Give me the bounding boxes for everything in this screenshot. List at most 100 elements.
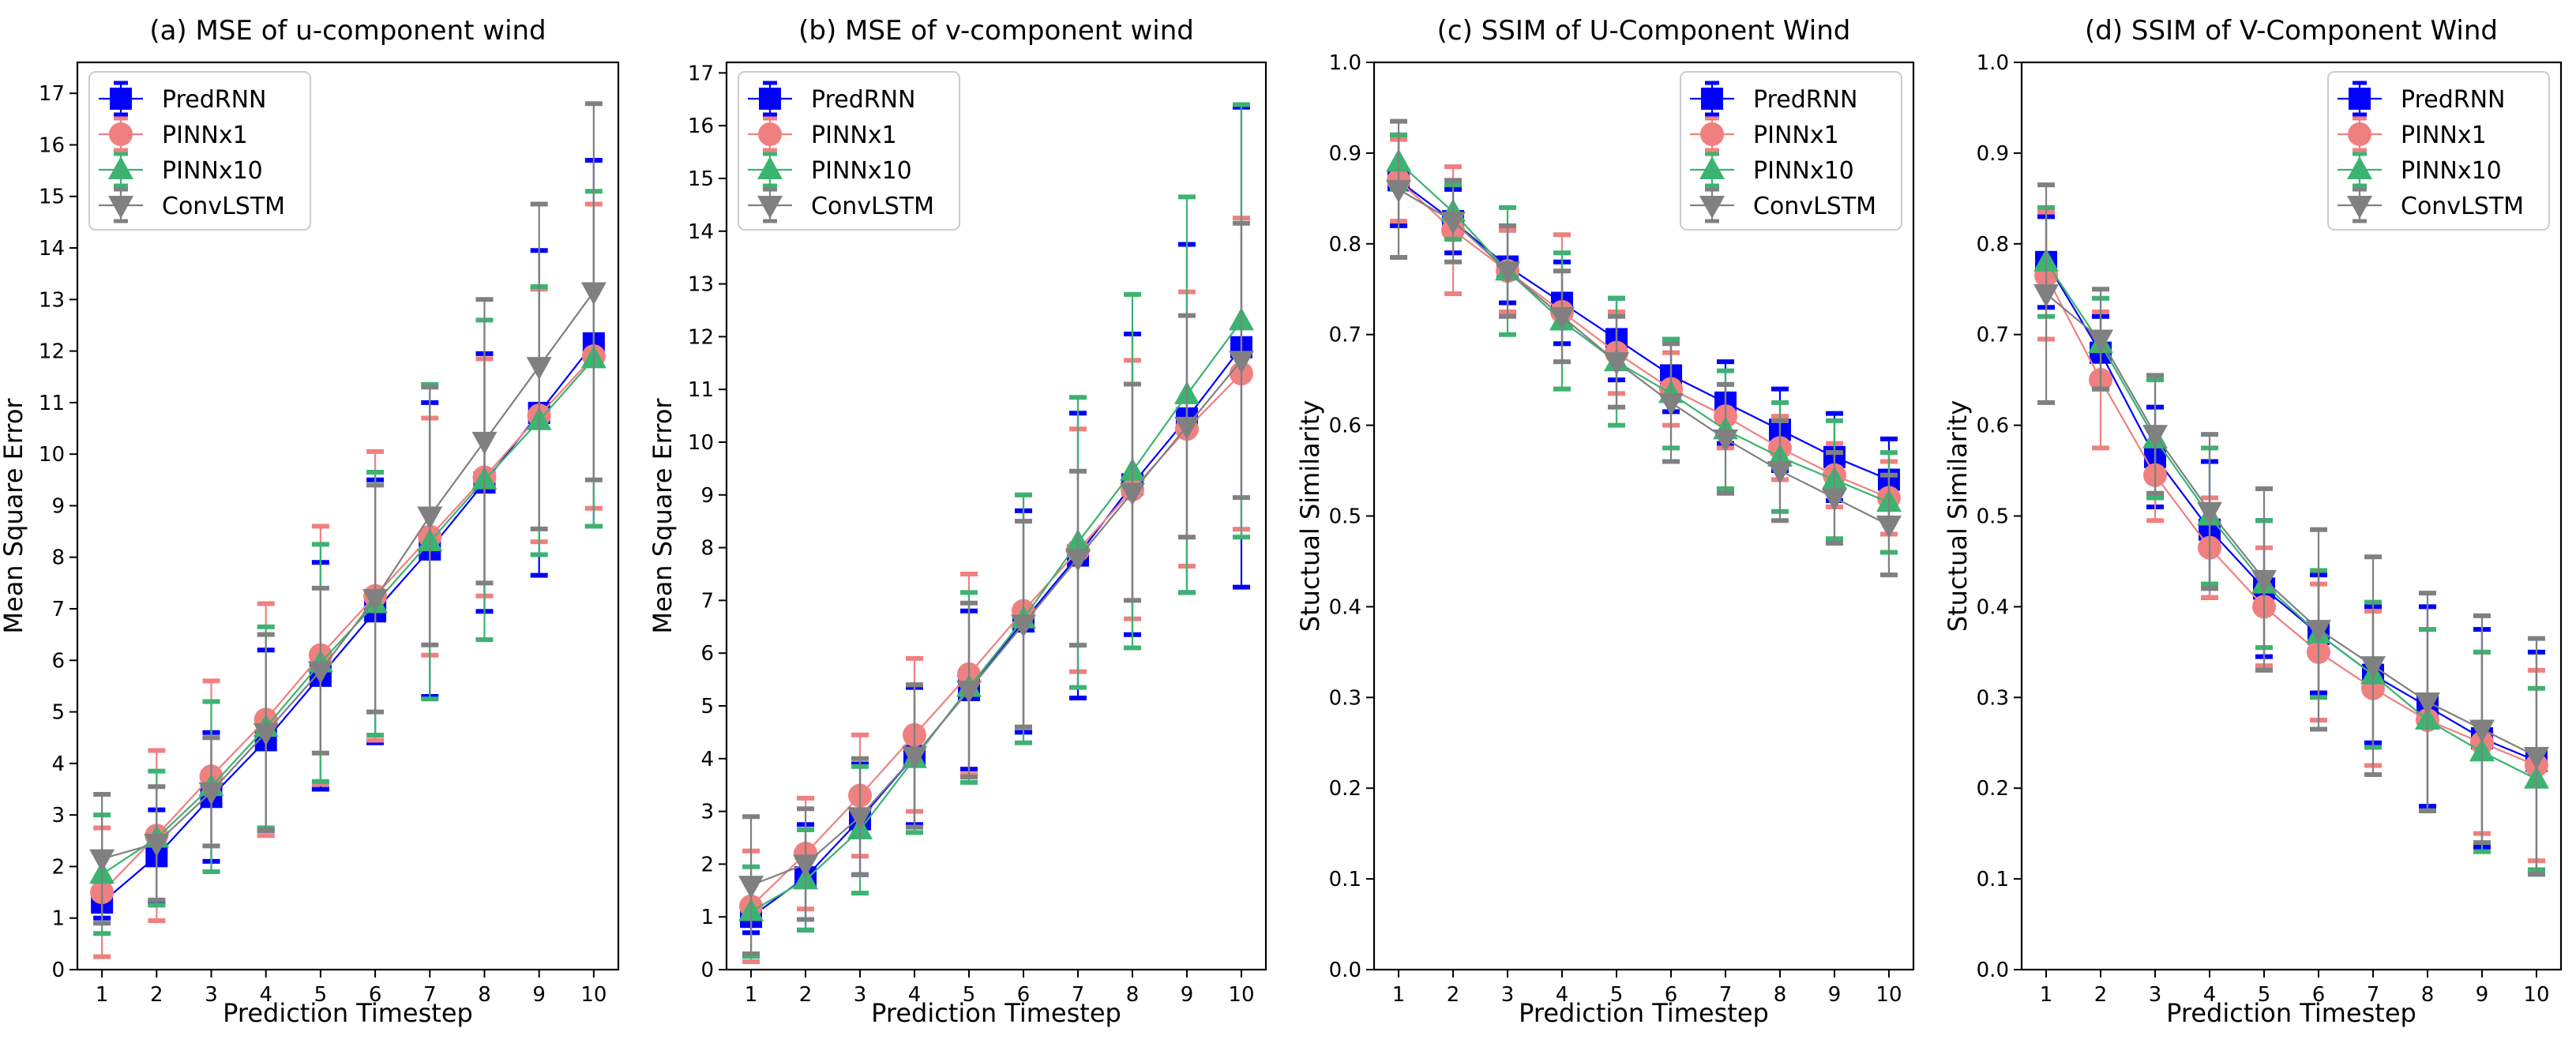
y-tick-label: 12 <box>688 325 714 349</box>
y-tick-label: 17 <box>39 82 65 106</box>
legend-label: ConvLSTM <box>1753 193 1876 220</box>
data-point <box>1658 392 1684 416</box>
y-tick-label: 2 <box>51 855 65 879</box>
series-line <box>2045 275 2537 767</box>
x-tick-label: 9 <box>2476 983 2489 1007</box>
x-tick-label: 3 <box>1501 983 1515 1007</box>
y-tick-label: 4 <box>700 748 714 771</box>
y-tick-label: 0.7 <box>1329 324 1361 347</box>
legend-label: PredRNN <box>811 86 915 114</box>
y-tick-label: 1.0 <box>1977 51 2009 75</box>
x-tick-label: 8 <box>1126 983 1140 1007</box>
data-point <box>738 876 764 899</box>
data-point <box>1065 548 1091 572</box>
data-point <box>1119 482 1145 506</box>
x-tick-label: 2 <box>150 983 163 1007</box>
legend-marker <box>108 196 133 219</box>
y-tick-label: 0.8 <box>1977 233 2009 257</box>
legend-label: ConvLSTM <box>2401 193 2524 220</box>
x-tick-label: 8 <box>478 983 491 1007</box>
y-tick-label: 0.2 <box>1329 777 1361 801</box>
legend: PredRNN PINNx1 PINNx10 ConvLSTM <box>2327 71 2550 231</box>
data-point <box>2523 746 2549 770</box>
data-point <box>2305 620 2331 644</box>
legend-marker <box>758 122 782 146</box>
data-point <box>526 357 552 381</box>
y-tick-label: 7 <box>700 589 714 613</box>
chart-title: (c) SSIM of U-Component Wind <box>1437 15 1851 47</box>
y-tick-label: 0 <box>700 959 714 982</box>
chart-panel-4: (d) SSIM of V-Component Wind 0.0 0.1 0.2 0.3… <box>1943 15 2563 1028</box>
y-tick-label: 6 <box>51 649 65 673</box>
series-line <box>101 355 595 893</box>
chart-panel-2: (b) MSE of v-component wind0123456789101… <box>648 15 1267 1028</box>
y-tick-label: 0.2 <box>1977 777 2009 801</box>
y-tick-label: 0.6 <box>1329 415 1361 438</box>
x-tick-label: 9 <box>1828 983 1842 1007</box>
x-tick-label: 9 <box>532 983 546 1007</box>
y-tick-label: 11 <box>39 392 65 415</box>
y-tick-label: 16 <box>688 114 714 138</box>
x-tick-label: 3 <box>205 983 218 1007</box>
series-line <box>2045 261 2537 762</box>
series-pinnx1 <box>739 216 1253 964</box>
legend-marker <box>1701 88 1723 110</box>
series-line <box>2045 293 2537 757</box>
data-point <box>1821 488 1847 512</box>
y-tick-label: 0.3 <box>1329 686 1361 710</box>
data-point <box>793 854 819 878</box>
y-tick-label: 13 <box>39 288 65 312</box>
series-pinnx1 <box>2034 209 2548 864</box>
x-tick-label: 1 <box>745 983 758 1007</box>
data-point <box>1767 461 1793 485</box>
series-predrnn <box>740 104 1252 936</box>
x-tick-label: 6 <box>369 983 382 1007</box>
y-tick-label: 0.4 <box>1329 595 1361 619</box>
series-convlstm <box>738 220 1254 956</box>
x-tick-label: 10 <box>1876 983 1902 1007</box>
chart-panel-1: (a) MSE of u-component wind0123456789101… <box>0 15 620 1028</box>
data-point <box>1010 614 1036 638</box>
legend-label: PINNx1 <box>2401 122 2487 149</box>
series-line <box>750 373 1242 907</box>
y-tick-label: 15 <box>688 167 714 191</box>
y-tick-label: 0.0 <box>1977 959 2009 982</box>
x-tick-label: 5 <box>314 983 328 1007</box>
x-tick-label: 6 <box>2312 983 2326 1007</box>
data-point <box>1549 306 1575 330</box>
chart-panel-3: (c) SSIM of U-Component Wind 0.0 0.1 0.2 0.3… <box>1295 15 1915 1028</box>
y-tick-label: 7 <box>51 598 65 621</box>
data-point <box>362 588 389 612</box>
series-pinnx10 <box>2033 205 2549 872</box>
y-axis-label: Mean Square Error <box>0 398 28 634</box>
legend-marker <box>2347 196 2372 219</box>
data-point <box>2142 425 2169 448</box>
data-point <box>1604 352 1630 376</box>
chart-title: (b) MSE of v-component wind <box>798 15 1194 47</box>
legend-label: PredRNN <box>1753 86 1857 114</box>
legend-marker <box>109 122 133 146</box>
data-point <box>2033 283 2060 307</box>
x-tick-label: 8 <box>2421 983 2435 1007</box>
y-tick-label: 4 <box>51 752 65 776</box>
legend: PredRNN PINNx1 PINNx10 ConvLSTM <box>1680 71 1902 231</box>
y-tick-label: 8 <box>51 546 65 570</box>
y-tick-label: 0.9 <box>1977 142 2009 166</box>
data-point <box>198 782 224 805</box>
x-tick-label: 4 <box>2203 983 2217 1007</box>
y-tick-label: 6 <box>700 642 714 666</box>
y-tick-label: 8 <box>700 537 714 561</box>
legend: PredRNN PINNx1 PINNx10 ConvLSTM <box>88 71 311 231</box>
legend-marker <box>2348 122 2371 146</box>
x-tick-label: 9 <box>1181 983 1194 1007</box>
x-tick-label: 2 <box>1447 983 1460 1007</box>
data-point <box>2469 719 2495 743</box>
x-tick-label: 6 <box>1665 983 1678 1007</box>
data-point <box>89 849 115 872</box>
legend-box <box>2327 71 2550 231</box>
series-line <box>1398 179 1890 481</box>
data-point <box>847 807 873 831</box>
series-line <box>2045 261 2537 780</box>
legend-marker <box>1699 196 1725 219</box>
data-point <box>144 834 170 857</box>
